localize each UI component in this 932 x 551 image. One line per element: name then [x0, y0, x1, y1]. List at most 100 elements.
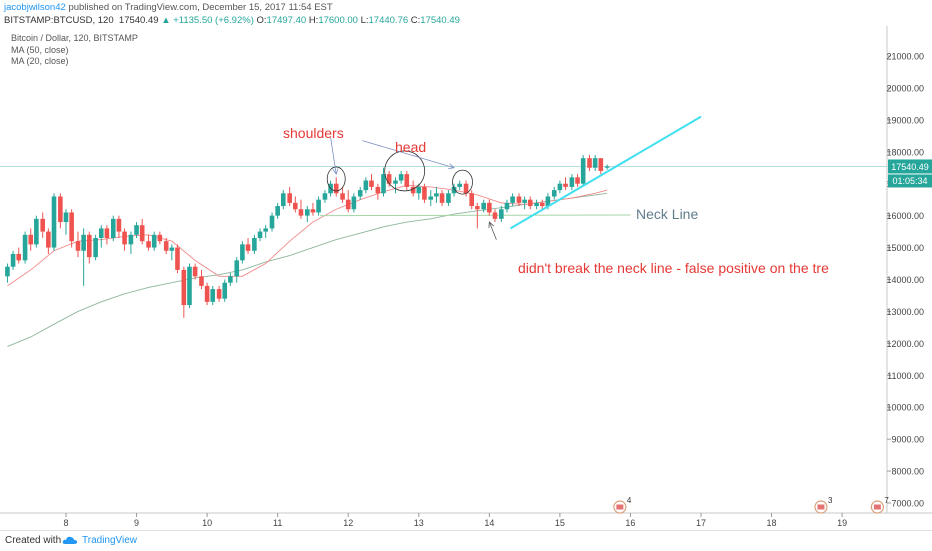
candle-body — [310, 209, 316, 213]
tradingview-logo-icon — [62, 536, 78, 544]
candle-body — [475, 206, 480, 210]
candle-body — [333, 183, 339, 194]
tradingview-link[interactable]: TradingView — [82, 535, 138, 546]
candle-body — [93, 237, 98, 258]
candle-body — [5, 266, 10, 277]
x-tick-label: 19 — [837, 518, 847, 528]
candle-body — [457, 183, 462, 187]
price-chart[interactable]: 7000.008000.009000.0010000.0011000.00120… — [0, 26, 932, 530]
candle-body — [63, 212, 69, 223]
y-tick-label: 10000.00 — [886, 403, 924, 413]
last-price-badge-label: 17540.49 — [891, 162, 929, 172]
ma50-legend[interactable]: MA (50, close) — [11, 44, 69, 55]
right-shoulder-circle — [452, 169, 473, 195]
candle-body — [122, 231, 127, 245]
countdown-badge — [888, 174, 932, 188]
y-tick-label: 13000.00 — [886, 307, 924, 317]
candle-body — [422, 186, 427, 200]
candle-body — [187, 266, 192, 306]
candle-body — [316, 199, 321, 213]
candle-body — [340, 193, 345, 200]
candle-body — [481, 202, 486, 210]
event-count: 4 — [627, 496, 632, 505]
candle-body — [563, 183, 568, 187]
candle-body — [146, 241, 151, 248]
candle-body — [151, 234, 157, 248]
candle-body — [363, 180, 369, 191]
candle-body — [192, 266, 198, 277]
candle-body — [169, 247, 175, 251]
candle-body — [375, 186, 381, 194]
candle-body — [86, 234, 92, 258]
candle-body — [139, 225, 145, 242]
neck-line-annotation: Neck Line — [636, 206, 698, 222]
candle-body — [175, 247, 180, 270]
candle-body — [216, 289, 222, 299]
low-value: 17440.76 — [368, 15, 409, 26]
candle-body — [240, 244, 245, 261]
candle-body — [575, 177, 580, 184]
y-tick-label: 19000.00 — [886, 115, 924, 125]
shoulders-arrow — [330, 137, 337, 175]
x-tick-label: 14 — [484, 518, 494, 528]
candle-body — [527, 199, 533, 207]
footer: Created with TradingView — [0, 530, 932, 551]
y-tick-label: 12000.00 — [886, 339, 924, 349]
x-tick-label: 13 — [414, 518, 424, 528]
candle-body — [263, 228, 268, 232]
event-count: 3 — [828, 496, 833, 505]
shoulders-annotation: shoulders — [283, 125, 344, 141]
trend-line — [509, 115, 702, 230]
candle-body — [228, 276, 233, 283]
candle-body — [580, 158, 586, 184]
candle-body — [40, 218, 46, 232]
candle-body — [451, 186, 457, 194]
chart-title: Bitcoin / Dollar, 120, BITSTAMP — [11, 33, 138, 43]
candle-body — [604, 166, 610, 168]
y-tick-label: 14000.00 — [886, 275, 924, 285]
candle-body — [522, 199, 527, 203]
indicator-legend: Bitcoin / Dollar, 120, BITSTAMP MA (50, … — [11, 33, 138, 68]
ma20-legend[interactable]: MA (20, close) — [11, 56, 69, 66]
candle-body — [104, 228, 110, 238]
x-tick-label: 16 — [625, 518, 635, 528]
ma50-line — [7, 192, 608, 347]
close-value: 17540.49 — [420, 15, 460, 26]
x-tick-label: 17 — [696, 518, 706, 528]
candle-body — [199, 276, 204, 286]
candle-body — [592, 158, 598, 168]
false-positive-annotation: didn't break the neck line - false posit… — [518, 260, 829, 276]
candle-body — [534, 202, 539, 207]
candle-body — [539, 202, 545, 207]
open-label: O: — [256, 15, 267, 26]
y-tick-label: 16000.00 — [886, 211, 924, 221]
left-shoulder-circle — [326, 166, 346, 192]
y-tick-label: 8000.00 — [891, 467, 924, 477]
candle-body — [516, 196, 522, 203]
candle-body — [351, 196, 357, 210]
event-count: 7 — [884, 496, 889, 505]
x-tick-label: 10 — [202, 518, 212, 528]
candle-body — [51, 196, 57, 248]
candle-body — [357, 190, 363, 197]
candle-body — [305, 209, 310, 216]
candle-body — [398, 174, 404, 181]
neck-note-arrow — [488, 221, 497, 240]
high-value: 17600.00 — [318, 15, 358, 26]
candle-body — [492, 212, 498, 219]
candle-body — [134, 225, 139, 235]
candle-body — [234, 260, 240, 277]
candle-body — [46, 231, 51, 248]
candle-body — [269, 215, 275, 229]
candle-body — [287, 193, 292, 203]
candle-body — [545, 196, 551, 207]
candle-body — [181, 269, 187, 306]
author-link[interactable]: jacobjwilson42 — [4, 2, 66, 13]
publish-info: jacobjwilson42 published on TradingView.… — [4, 2, 333, 13]
x-tick-label: 11 — [273, 518, 282, 528]
candle-body — [322, 193, 328, 200]
close-label: C: — [410, 15, 421, 26]
candle-body — [499, 209, 504, 219]
neck-line — [319, 214, 631, 217]
x-tick-label: 8 — [63, 518, 68, 528]
